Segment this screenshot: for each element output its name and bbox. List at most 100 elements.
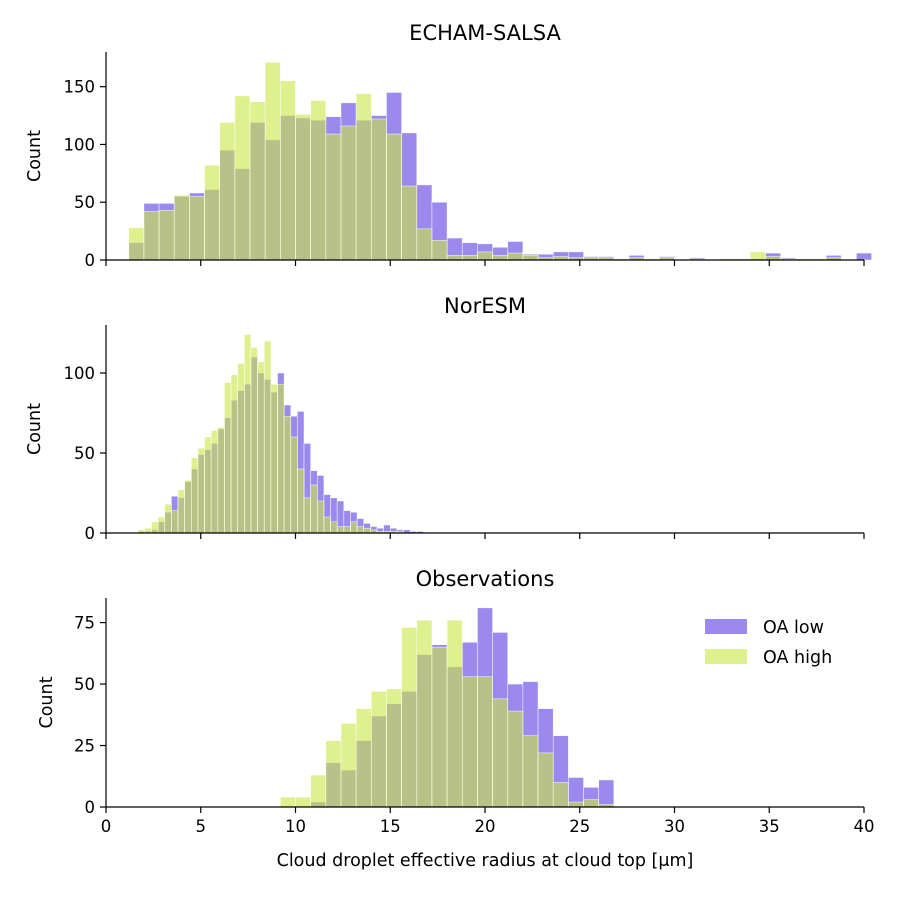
bar-oa-high [323,516,331,534]
bar-oa-high [295,114,311,261]
bar-oa-high [157,516,166,534]
bar-oa-high [257,361,265,534]
panel-title: Observations [416,567,555,591]
bar-oa-high [363,527,371,534]
legend-swatch-oa-high [705,649,747,664]
bar-oa-high [461,676,478,808]
x-tick-label: 30 [664,817,685,836]
bar-oa-high [537,752,554,808]
y-tick-label: 0 [85,524,96,543]
bar-oa-high [446,619,463,808]
bar-oa-high [416,228,433,261]
bar-oa-high [280,796,296,808]
y-tick-label: 0 [85,251,96,270]
bar-oa-high [190,457,199,534]
bar-oa-high [343,526,351,534]
bar-oa-high [370,691,387,808]
panel-1: 0 50 100 Count NorESM [25,294,865,543]
bar-oa-high [355,93,372,261]
series-oa-high [280,619,615,808]
bar-oa-high [522,255,539,261]
bar-oa-high [210,430,219,534]
bar-oa-high [204,164,220,261]
bar-oa-high [217,427,225,534]
bar-oa-high [234,95,251,261]
y-tick-label: 100 [64,364,96,383]
bar-oa-high [401,185,418,261]
bar-oa-high [204,436,212,534]
bar-oa-high [461,255,478,261]
bar-oa-low [856,252,872,261]
bar-oa-high [295,796,311,808]
bar-oa-high [446,255,463,261]
x-tick-label: 40 [854,817,875,836]
legend-swatch-oa-low [705,619,747,634]
bar-oa-high [128,227,145,261]
bar-oa-high [224,382,232,534]
x-tick-label: 25 [569,817,590,836]
bar-oa-high [416,619,433,808]
bar-oa-high [184,479,192,534]
y-tick-label: 100 [64,135,96,154]
x-tick-label: 5 [196,817,207,836]
bar-oa-high [270,383,278,534]
bar-oa-high [325,740,342,808]
panel-2: 0 5 10 15 20 25 30 35 40 0 25 50 75 Count Observations [37,567,875,836]
bar-oa-high [143,211,160,261]
series-oa-high [137,334,404,534]
bar-oa-high [249,101,266,261]
bar-oa-high [189,196,205,261]
y-tick-label: 150 [64,78,96,97]
x-tick-label: 10 [285,817,306,836]
bar-oa-high [230,374,239,534]
bar-oa-high [431,646,448,808]
x-axis-label: Cloud droplet effective radius at cloud … [277,851,694,871]
y-axis-label: Count [37,676,57,728]
panel-0: 0 50 100 150 Count ECHAM-SALSA [25,21,872,270]
bar-oa-high [583,799,599,808]
bar-oa-high [370,118,387,261]
bar-oa-high [492,255,509,261]
bar-oa-high [336,526,345,534]
bar-oa-high [197,447,205,534]
series-oa-high [128,62,842,261]
y-tick-label: 75 [74,614,95,633]
y-tick-label: 50 [74,193,95,212]
bar-oa-high [310,100,327,261]
x-tick-label: 35 [759,817,780,836]
bar-oa-high [290,436,298,534]
bar-oa-high [158,210,175,261]
bar-oa-high [477,676,493,808]
bar-oa-high [568,801,584,808]
bar-oa-high [507,252,524,261]
legend-label-oa-high: OA high [763,648,832,668]
y-tick-label: 25 [74,737,95,756]
bar-oa-high [177,489,185,534]
bar-oa-high [330,521,338,534]
bar-oa-high [340,723,357,808]
x-tick-label: 15 [380,817,401,836]
bar-oa-high [492,698,509,808]
y-tick-label: 50 [74,444,95,463]
bar-oa-high [237,363,245,534]
bar-oa-high [507,710,524,808]
bar-oa-high [310,774,327,808]
bar-oa-high [173,194,190,261]
bar-oa-high [350,521,358,534]
bar-oa-high [297,468,305,534]
y-axis-label: Count [25,403,45,455]
bar-oa-high [325,133,342,261]
y-tick-label: 0 [85,798,96,817]
bar-oa-high [386,133,402,261]
panel-title: NorESM [444,294,526,318]
legend: OA low OA high [705,618,832,668]
bar-oa-high [280,80,296,261]
bar-oa-high [749,251,766,261]
bar-oa-high [244,334,252,534]
bar-oa-high [431,240,448,261]
panels-group: 050100150CountECHAM-SALSA050100CountNorE… [25,21,875,836]
bar-oa-high [477,251,493,261]
bar-oa-high [263,340,272,534]
x-tick-label: 0 [101,817,112,836]
